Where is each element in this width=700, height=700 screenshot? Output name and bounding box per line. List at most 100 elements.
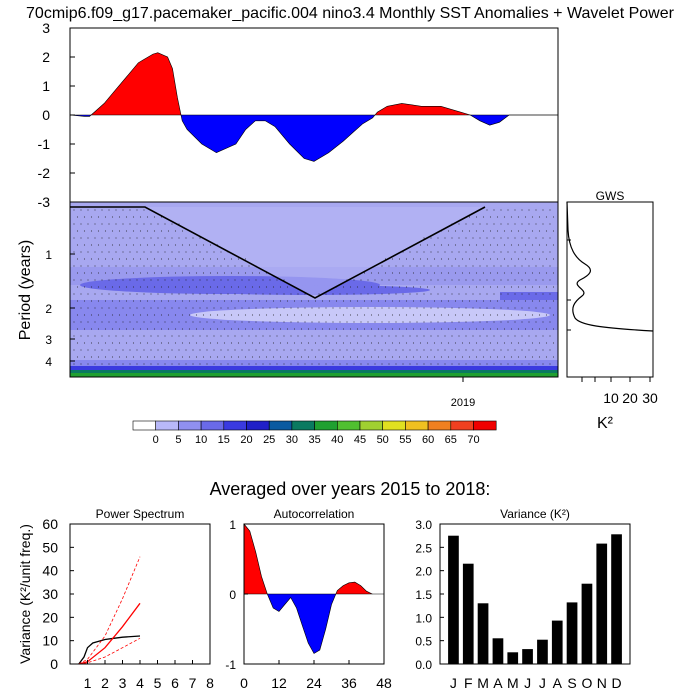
stipple-dot (370, 314, 373, 316)
stipple-dot (545, 300, 548, 302)
stipple-dot (493, 293, 495, 295)
stipple-dot (178, 279, 180, 281)
stipple-dot (510, 272, 513, 274)
stipple-dot (108, 209, 110, 211)
stipple-dot (489, 286, 492, 288)
stipple-dot (545, 216, 548, 218)
stipple-dot (192, 307, 194, 309)
power-spectrum-title: Power Spectrum (96, 507, 185, 521)
stipple-dot (433, 300, 436, 302)
stipple-dot (538, 272, 541, 274)
stipple-dot (118, 258, 121, 260)
stipple-dot (430, 321, 432, 323)
stipple-dot (535, 293, 537, 295)
stipple-dot (423, 363, 425, 365)
stipple-dot (510, 230, 513, 232)
stipple-dot (115, 237, 117, 239)
stipple-dot (125, 216, 128, 218)
stipple-dot (433, 356, 436, 358)
stipple-dot (157, 237, 159, 239)
stipple-dot (538, 314, 541, 316)
stipple-dot (468, 258, 471, 260)
stipple-dot (94, 307, 96, 309)
stipple-dot (115, 293, 117, 295)
stipple-dot (185, 237, 187, 239)
stipple-dot (535, 335, 537, 337)
stipple-dot (195, 342, 198, 344)
stipple-dot (503, 258, 506, 260)
colorbar-swatch (382, 420, 406, 431)
stipple-dot (545, 286, 548, 288)
stipple-dot (220, 265, 222, 267)
stipple-dot (524, 230, 527, 232)
stipple-dot (528, 251, 530, 253)
stipple-dot (437, 363, 439, 365)
stipple-dot (419, 258, 422, 260)
stipple-dot (80, 307, 82, 309)
stipple-dot (339, 335, 341, 337)
stipple-dot (475, 286, 478, 288)
stipple-dot (377, 342, 380, 344)
variance-bar (596, 543, 608, 664)
stipple-dot (90, 258, 93, 260)
stipple-dot (279, 356, 282, 358)
stipple-dot (468, 342, 471, 344)
stipple-dot (76, 244, 79, 246)
stipple-dot (402, 335, 404, 337)
stipple-dot (531, 286, 534, 288)
stipple-dot (272, 300, 275, 302)
stipple-dot (115, 321, 117, 323)
stipple-dot (174, 356, 177, 358)
stipple-dot (195, 314, 198, 316)
stipple-dot (164, 349, 166, 351)
stipple-dot (241, 307, 243, 309)
stipple-dot (489, 314, 492, 316)
var-ytick-label: 2.5 (415, 541, 432, 555)
stipple-dot (213, 251, 215, 253)
stipple-dot (171, 363, 173, 365)
stipple-dot (510, 216, 513, 218)
stipple-dot (97, 314, 100, 316)
stipple-dot (143, 363, 145, 365)
stipple-dot (542, 293, 544, 295)
stipple-dot (535, 237, 537, 239)
stipple-dot (549, 251, 551, 253)
stipple-dot (468, 328, 471, 330)
stipple-dot (349, 342, 352, 344)
stipple-dot (461, 230, 464, 232)
stipple-dot (244, 328, 247, 330)
stipple-dot (157, 307, 159, 309)
stipple-dot (206, 279, 208, 281)
autocorr-positive-area (244, 524, 373, 594)
stipple-dot (542, 237, 544, 239)
stipple-dot (80, 293, 82, 295)
stipple-dot (181, 230, 184, 232)
power-spectrum-series-2 (78, 556, 141, 665)
stipple-dot (475, 272, 478, 274)
ps-xtick-label: 5 (154, 675, 162, 691)
stipple-dot (136, 307, 138, 309)
stipple-dot (395, 335, 397, 337)
stipple-dot (167, 314, 170, 316)
stipple-dot (185, 363, 187, 365)
colorbar-swatch (200, 420, 225, 431)
wavelet-light-band (190, 307, 550, 323)
stipple-dot (83, 286, 86, 288)
stipple-dot (283, 349, 285, 351)
gws-curve (566, 201, 654, 332)
stipple-dot (167, 244, 170, 246)
stipple-dot (262, 293, 264, 295)
stipple-dot (517, 300, 520, 302)
stipple-dot (377, 286, 380, 288)
stipple-dot (507, 335, 509, 337)
stipple-dot (122, 321, 124, 323)
stipple-dot (90, 328, 93, 330)
stipple-dot (171, 279, 173, 281)
stipple-dot (297, 307, 299, 309)
stipple-dot (430, 293, 432, 295)
stipple-dot (80, 223, 82, 225)
colorbar-label: 5 (175, 434, 181, 446)
stipple-dot (353, 279, 355, 281)
stipple-dot (146, 342, 149, 344)
stipple-dot (356, 328, 359, 330)
